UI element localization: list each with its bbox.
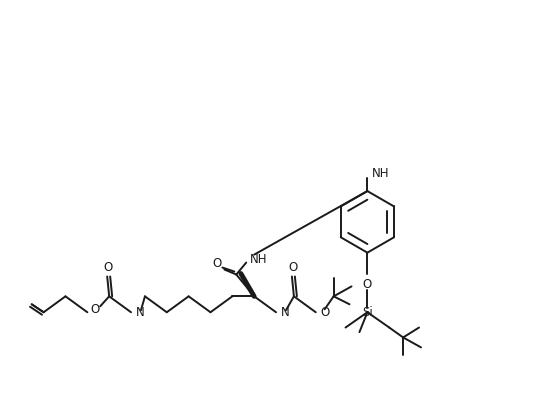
Text: NH: NH <box>250 253 268 266</box>
Text: N: N <box>281 306 290 319</box>
Text: O: O <box>288 261 297 274</box>
Text: O: O <box>103 261 113 274</box>
Text: O: O <box>363 278 372 291</box>
Text: O: O <box>91 303 100 316</box>
Text: N: N <box>136 306 145 319</box>
Text: Si: Si <box>362 306 373 319</box>
Text: O: O <box>321 306 330 319</box>
Text: NH: NH <box>372 167 390 180</box>
Text: O: O <box>213 257 222 270</box>
